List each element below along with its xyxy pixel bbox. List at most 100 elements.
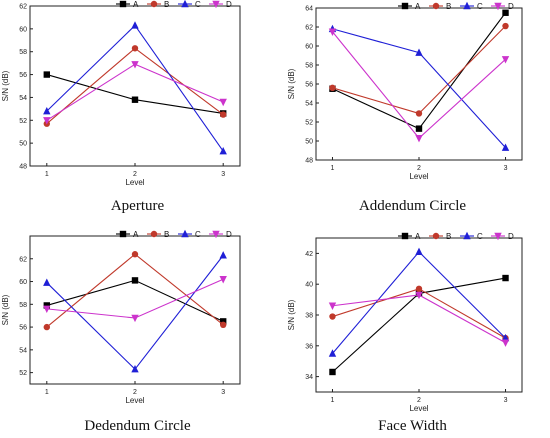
legend-marker-a: [401, 2, 409, 10]
data-point-d: [415, 291, 423, 300]
y-tick-label: 62: [19, 4, 27, 11]
data-point-c: [43, 106, 51, 115]
y-tick-label: 56: [305, 82, 313, 89]
y-tick-label: 56: [19, 325, 27, 332]
y-tick-label: 50: [305, 139, 313, 146]
legend-label-d: D: [508, 232, 514, 241]
x-tick-label: 2: [133, 389, 137, 396]
data-point-b: [131, 251, 139, 258]
legend-label-d: D: [226, 230, 232, 239]
data-point-d: [219, 276, 227, 284]
data-point-a: [43, 302, 50, 309]
data-point-c: [219, 146, 227, 155]
x-tick-label: 1: [331, 165, 335, 172]
series-line-d: [332, 294, 506, 344]
y-tick-label: 58: [305, 63, 313, 70]
legend-marker-a: [401, 232, 409, 240]
y-tick-label: 62: [305, 25, 313, 32]
y-tick-label: 42: [305, 251, 313, 258]
legend-label-c: C: [195, 0, 201, 9]
series-line-d: [46, 63, 224, 121]
legend-marker-d: [494, 232, 502, 241]
chart-panel-4: 34 36 38 40 42 1 2 3 Level S/N (dB) A B C D: [287, 231, 523, 413]
y-tick-label: 50: [19, 141, 27, 148]
data-point-d: [501, 339, 510, 347]
x-tick-label: 2: [133, 171, 137, 178]
data-point-d: [501, 56, 510, 64]
x-tick-label: 2: [417, 397, 421, 404]
data-point-c: [131, 21, 139, 29]
data-point-c: [131, 365, 139, 373]
y-axis-label: S/N (dB): [1, 294, 10, 325]
legend-marker-b: [432, 2, 440, 10]
x-tick-label: 1: [331, 397, 335, 404]
data-point-a: [131, 96, 139, 103]
data-point-d: [415, 134, 423, 143]
x-tick-label: 1: [45, 389, 49, 396]
data-point-a: [329, 368, 336, 376]
x-tick-label: 1: [45, 171, 49, 178]
data-point-d: [131, 61, 139, 69]
legend-label-a: A: [415, 232, 421, 241]
data-point-a: [415, 125, 423, 132]
legend: A B C D: [116, 0, 232, 9]
data-point-b: [415, 110, 423, 117]
chart-panel-2: 48 50 52 54 56 58 60 62 64 1 2 3 Level S/N (dB) A B C D: [287, 1, 523, 181]
legend-marker-c: [181, 229, 189, 238]
data-point-b: [329, 84, 336, 92]
caption-aperture: Aperture: [110, 198, 165, 214]
legend-marker-b: [150, 0, 158, 8]
y-tick-label: 56: [19, 72, 27, 79]
y-tick-label: 38: [305, 313, 313, 320]
x-tick-label: 3: [221, 171, 225, 178]
data-point-d: [219, 98, 227, 107]
y-tick-label: 62: [19, 256, 27, 263]
x-axis-label: Level: [409, 172, 428, 181]
legend: A B C D: [398, 231, 514, 241]
data-point-a: [220, 318, 227, 325]
legend-label-b: B: [164, 230, 169, 239]
x-tick-label: 2: [417, 165, 421, 172]
legend-marker-b: [150, 230, 158, 238]
data-point-b: [43, 323, 50, 331]
legend: A B C D: [398, 1, 514, 11]
y-tick-label: 48: [305, 158, 313, 165]
legend: A B C D: [116, 229, 232, 239]
x-tick-label: 3: [504, 165, 508, 172]
legend-marker-d: [212, 230, 220, 239]
x-axis-label: Level: [125, 396, 144, 405]
y-tick-label: 60: [305, 44, 313, 51]
y-tick-label: 48: [19, 164, 27, 171]
legend-label-d: D: [508, 2, 514, 11]
legend-label-b: B: [446, 2, 451, 11]
y-tick-label: 52: [19, 370, 27, 377]
legend-label-c: C: [477, 232, 483, 241]
plot-frame: [315, 237, 523, 393]
x-axis-label: Level: [125, 178, 144, 187]
chart-panel-1: 48 50 52 54 56 58 60 62 1 2 3 Level S/N (dB) A B C D: [1, 0, 241, 187]
legend-label-b: B: [164, 0, 169, 9]
series-line-c: [46, 255, 224, 371]
data-point-d: [131, 314, 139, 323]
series-line-d: [46, 278, 224, 319]
legend-marker-c: [463, 231, 471, 240]
data-point-c: [501, 333, 510, 342]
data-point-b: [131, 45, 139, 52]
caption-addendum-circle: Addendum Circle: [358, 198, 467, 214]
data-point-c: [328, 349, 337, 357]
y-tick-label: 58: [19, 49, 27, 56]
data-point-c: [219, 251, 227, 259]
caption-dedendum-circle: Dedendum Circle: [84, 418, 191, 434]
y-axis-label: S/N (dB): [1, 70, 10, 101]
y-tick-label: 52: [19, 118, 27, 125]
caption-face-width: Face Width: [378, 418, 447, 434]
data-point-d: [328, 28, 337, 36]
legend-marker-d: [212, 0, 220, 9]
data-point-c: [415, 247, 423, 256]
legend-label-a: A: [133, 230, 139, 239]
data-point-c: [43, 278, 51, 286]
legend-label-b: B: [446, 232, 451, 241]
x-axis-label: Level: [409, 404, 428, 413]
legend-label-a: A: [133, 0, 139, 9]
